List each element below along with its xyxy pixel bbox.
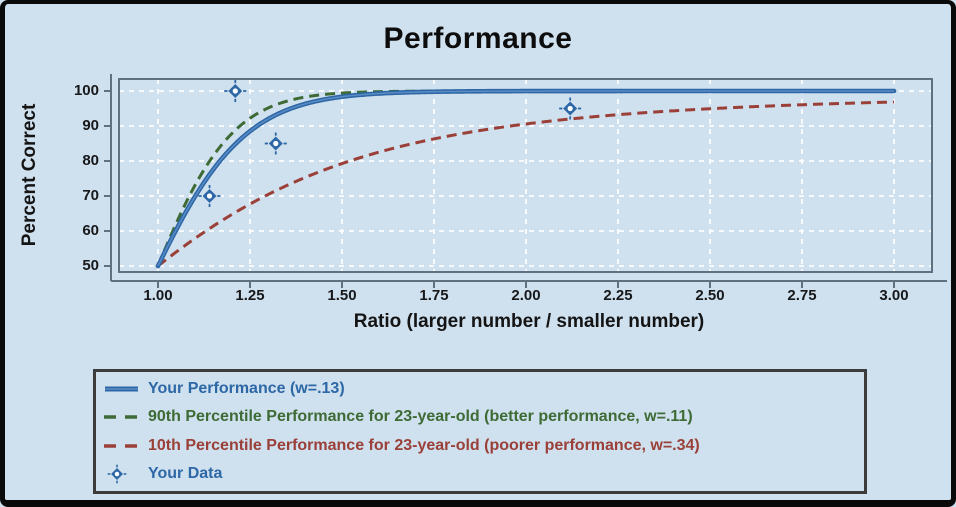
x-tick-label: 2.50 [695,287,725,304]
x-tick-label: 2.00 [511,287,541,304]
legend: Your Performance (w=.13) 90th Percentile… [93,369,867,494]
legend-label: Your Performance (w=.13) [148,380,345,398]
x-tick-label: 2.75 [787,287,817,304]
x-axis-label: Ratio (larger number / smaller number) [353,311,705,332]
y-tick-label: 50 [82,257,99,275]
x-tick-label: 1.75 [419,287,449,304]
y-tick-label: 100 [73,82,99,100]
dashed-line-swatch-icon [104,443,139,448]
legend-row-90th-percentile: 90th Percentile Performance for 23-year-… [102,404,858,430]
y-tick-label: 90 [82,117,99,135]
y-axis-label: Percent Correct [19,103,40,247]
y-tick-label: 60 [82,222,99,240]
y-tick-label: 70 [82,187,99,205]
x-tick-label: 1.00 [143,287,173,304]
legend-row-your-data: Your Data [102,461,858,487]
legend-row-10th-percentile: 10th Percentile Performance for 23-year-… [102,433,858,459]
legend-label: Your Data [148,464,223,482]
legend-row-your-performance: Your Performance (w=.13) [102,376,858,402]
y-tick-label: 80 [82,152,99,170]
chart-title: Performance [383,22,573,55]
diamond-marker-icon [107,464,127,484]
x-tick-label: 3.00 [879,287,909,304]
x-tick-label: 2.25 [603,287,633,304]
legend-label: 90th Percentile Performance for 23-year-… [148,408,693,426]
x-tick-label: 1.25 [235,287,265,304]
dashed-line-swatch-icon [104,415,139,420]
legend-label: 10th Percentile Performance for 23-year-… [148,436,700,454]
solid-line-swatch-icon [105,386,138,392]
x-tick-label: 1.50 [327,287,357,304]
